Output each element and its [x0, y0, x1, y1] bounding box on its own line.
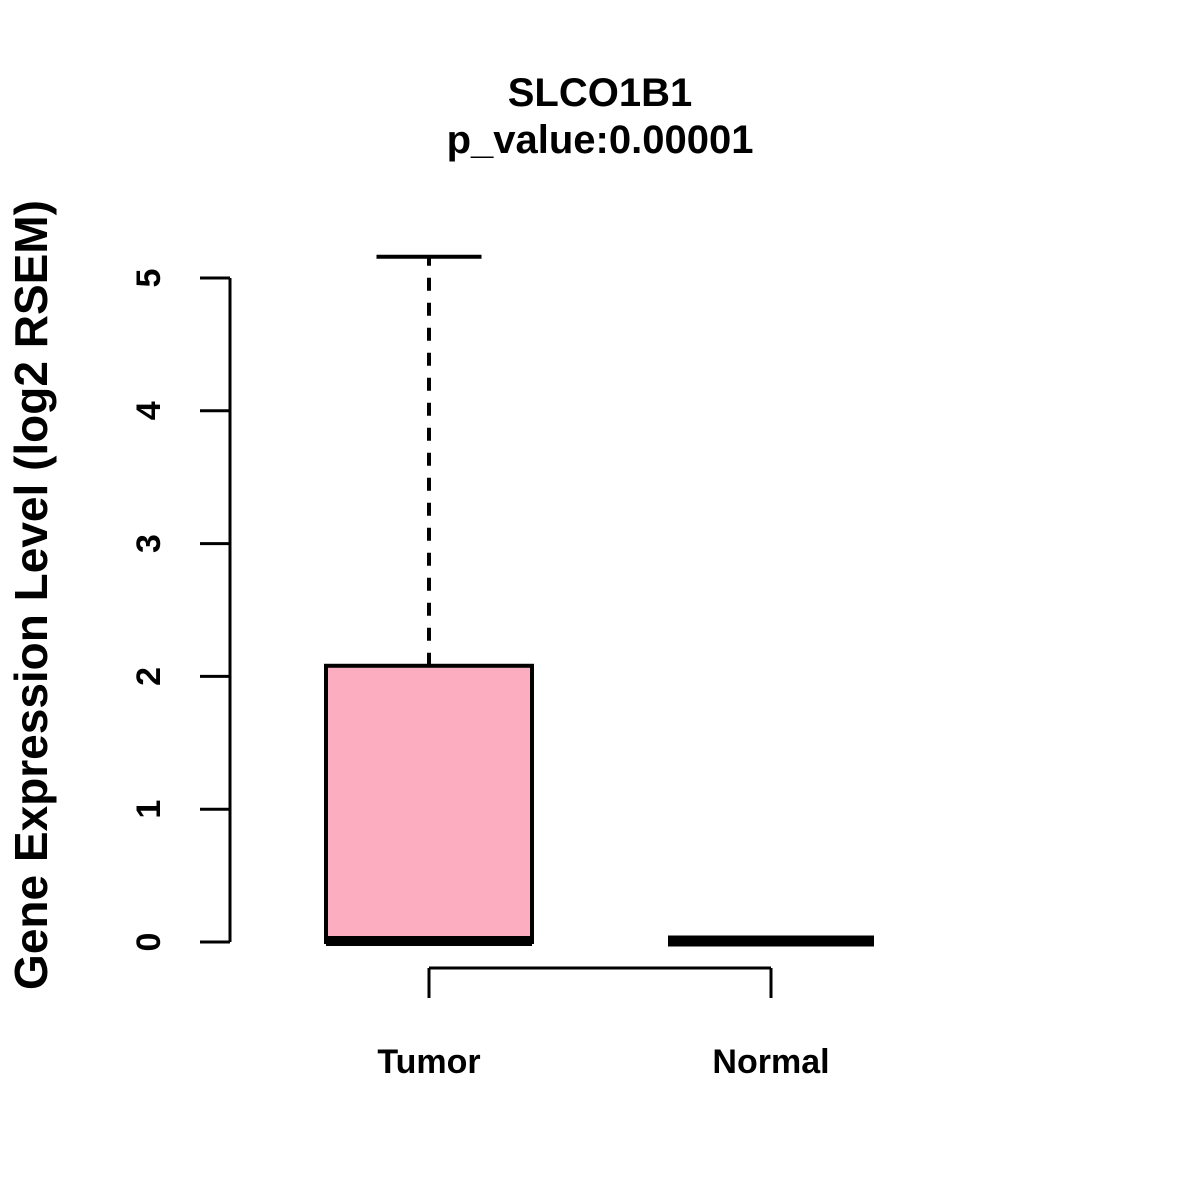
y-axis-tick-label: 5: [130, 269, 168, 288]
y-axis-tick-label: 3: [130, 534, 168, 553]
chart-title: SLCO1B1: [508, 71, 693, 115]
y-axis-label: Gene Expression Level (log2 RSEM): [5, 200, 57, 990]
category-label-normal: Normal: [712, 1043, 829, 1081]
category-label-tumor: Tumor: [377, 1043, 480, 1081]
y-axis-tick-label: 2: [130, 667, 168, 686]
y-axis-tick-label: 0: [130, 933, 168, 952]
box-tumor: [324, 663, 534, 944]
chart-subtitle: p_value:0.00001: [447, 118, 754, 162]
y-axis-tick-label: 4: [130, 401, 168, 420]
y-axis-tick-label: 1: [130, 800, 168, 819]
